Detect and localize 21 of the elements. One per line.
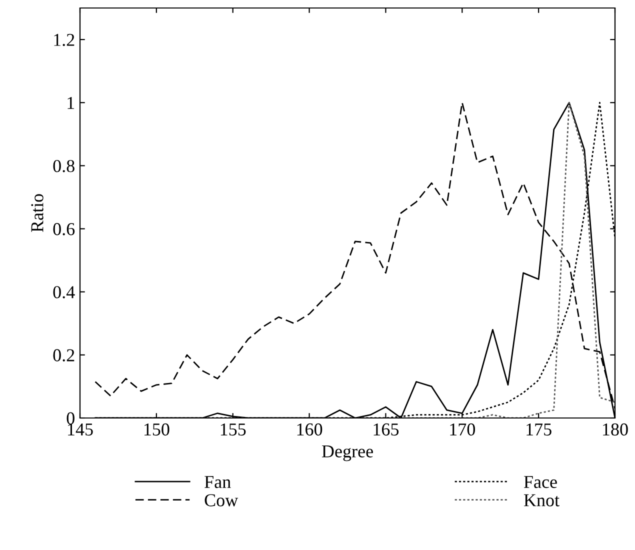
y-tick-label: 0.8 [53, 160, 74, 172]
legend-label: Fan [204, 476, 231, 488]
x-tick-label: 150 [144, 423, 170, 436]
y-tick-label: 0.2 [53, 349, 74, 362]
x-tick-label: 165 [374, 423, 399, 436]
y-tick-label: 1.2 [54, 34, 74, 46]
y-axis-title: Ratio [31, 194, 44, 232]
y-tick-label: 0.6 [53, 223, 75, 236]
y-tick-label: 0 [66, 412, 74, 424]
legend-label: Knot [524, 494, 560, 506]
y-tick-label: 1 [68, 96, 74, 109]
y-tick-label: 0.4 [53, 286, 75, 298]
x-tick-label: 155 [220, 423, 246, 436]
legend-label: Face [524, 476, 557, 488]
x-tick-label: 175 [526, 423, 552, 436]
legend-label: Cow [204, 494, 238, 506]
x-tick-label: 160 [297, 423, 322, 436]
x-tick-label: 180 [603, 423, 628, 436]
x-axis-title: Degree [322, 445, 373, 462]
x-tick-label: 170 [450, 423, 475, 436]
x-tick-label: 145 [68, 423, 93, 436]
